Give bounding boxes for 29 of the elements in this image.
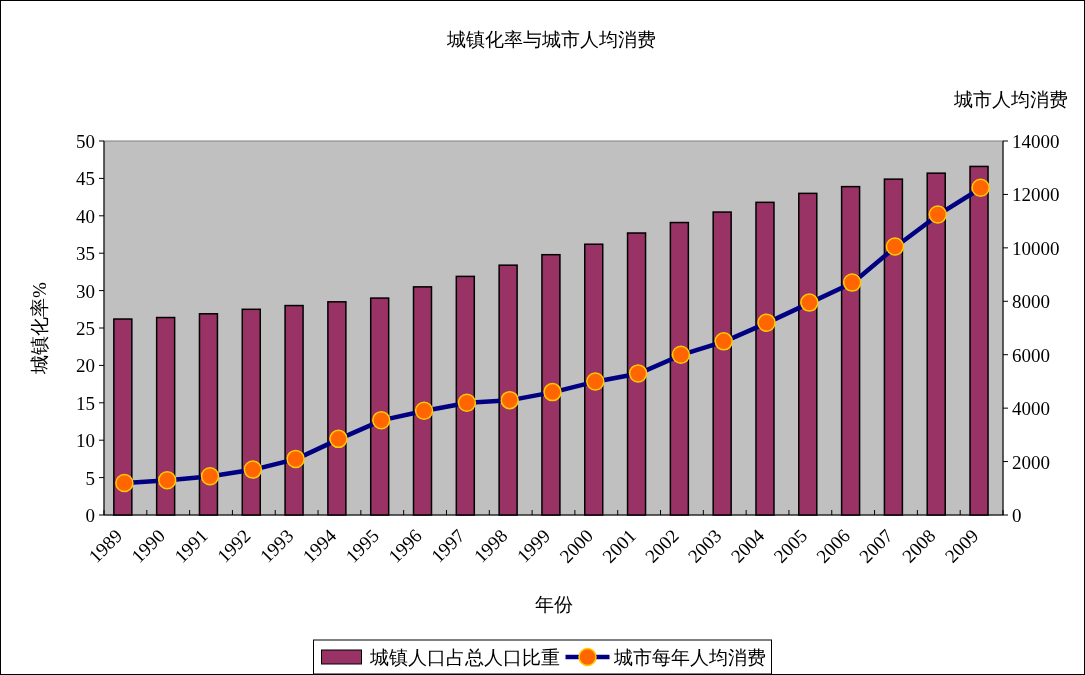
legend-label: 城市每年人均消费	[612, 647, 766, 668]
y-axis-title: 城镇化率%	[29, 281, 50, 375]
y-tick-label: 35	[76, 243, 95, 265]
y-tick-label: 15	[76, 392, 95, 414]
y2-tick-label: 10000	[1012, 237, 1060, 259]
x-tick-label: 1993	[255, 524, 298, 567]
chart-title: 城镇化率与城市人均消费	[446, 29, 656, 50]
y2-tick-label: 6000	[1012, 344, 1050, 366]
legend-label: 城镇人口占总人口比重	[368, 647, 560, 668]
y2-tick-label: 8000	[1012, 291, 1050, 313]
y-tick-label: 30	[76, 280, 95, 302]
x-tick-label: 1998	[469, 524, 512, 567]
y2-tick-label: 14000	[1012, 131, 1060, 152]
y-tick-label: 25	[76, 318, 95, 339]
y-tick-label: 0	[85, 505, 95, 526]
y2-tick-label: 0	[1012, 505, 1022, 526]
y2-tick-label: 12000	[1012, 184, 1060, 206]
x-tick-label: 1999	[512, 524, 555, 567]
y2-tick-label: 4000	[1012, 398, 1050, 420]
x-axis-title: 年份	[534, 594, 573, 615]
y-tick-label: 20	[76, 355, 95, 377]
y-tick-label: 40	[76, 205, 95, 227]
y-tick-label: 50	[76, 131, 95, 152]
y-tick-label: 45	[76, 168, 95, 190]
y2-tick-label: 2000	[1012, 451, 1050, 473]
y-tick-label: 5	[85, 467, 95, 489]
x-tick-label: 1991	[170, 524, 212, 567]
y-tick-label: 10	[76, 430, 95, 452]
y2-axis-title: 城市人均消费	[953, 89, 1068, 110]
